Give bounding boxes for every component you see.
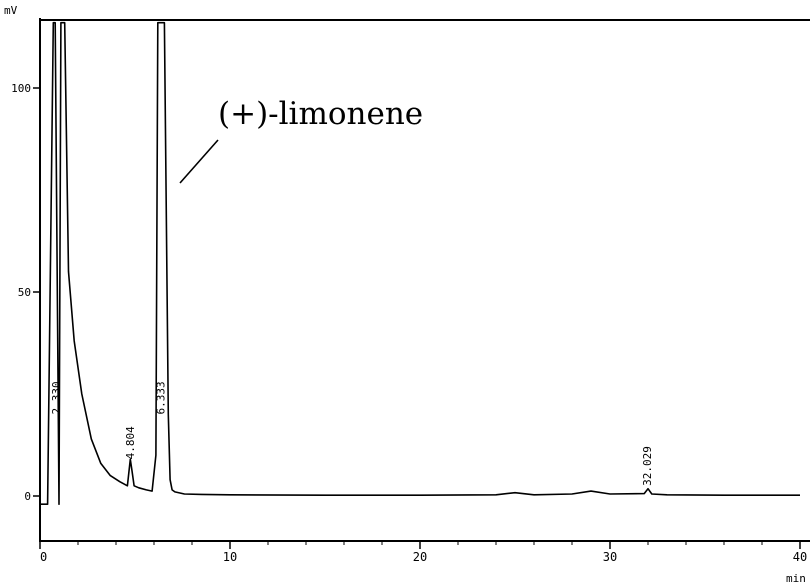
- y-axis-unit-label: mV: [4, 4, 18, 17]
- x-tick-label: 10: [223, 550, 237, 564]
- chromatogram-trace: [40, 21, 800, 505]
- peak-label: 2.330: [50, 381, 63, 414]
- peak-label: 4.804: [124, 426, 137, 459]
- peak-label: 32.029: [641, 446, 654, 486]
- x-tick-label: 20: [413, 550, 427, 564]
- y-axis-ticks: 0 50 100: [11, 82, 40, 503]
- y-tick-label: 50: [18, 286, 31, 299]
- x-axis-unit-label: min: [786, 572, 806, 585]
- annotation-label: (+)-limonene: [218, 96, 423, 132]
- x-tick-label: 0: [40, 550, 47, 564]
- annotation-leader-line: [179, 139, 219, 184]
- series-group: [40, 21, 800, 505]
- y-tick-label: 0: [24, 490, 31, 503]
- peak-labels: 2.330 4.804 6.333 32.029: [50, 381, 654, 486]
- x-tick-label: 30: [603, 550, 617, 564]
- y-tick-label: 100: [11, 82, 31, 95]
- x-axis-ticks: 0 10 20 30 40: [39, 541, 807, 564]
- x-tick-label: 40: [793, 550, 807, 564]
- peak-label: 6.333: [155, 381, 168, 414]
- plot-frame: [39, 18, 810, 542]
